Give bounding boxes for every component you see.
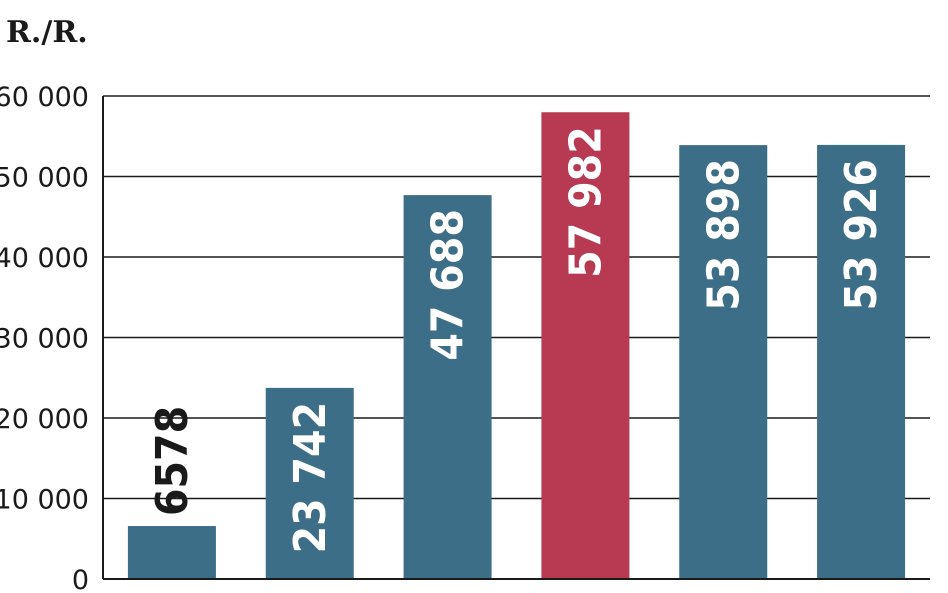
bar-value-label: 47 688 [423,209,474,361]
bar-value-label: 53 898 [698,159,749,311]
bar [127,526,216,579]
bar-value-label: 23 742 [285,402,336,554]
bar-value-label: 6578 [147,406,198,516]
bar-value-labels: 6578 23 742 47 688 57 982 53 898 53 926 [147,126,887,553]
bar [265,387,354,579]
y-tick-label: 0 [72,565,89,593]
bar [541,112,630,579]
y-tick-label: 20 000 [0,404,89,435]
y-tick-label: 40 000 [0,243,89,274]
bars [127,112,906,580]
y-tick-label: 10 000 [0,485,89,516]
unit-label: R./R. [6,15,88,50]
y-tick-label: 60 000 [0,82,89,113]
y-axis-ticks: 0 10 000 20 000 30 000 40 000 50 000 60 000 [0,82,89,593]
bar [679,145,768,579]
bar [403,195,492,579]
y-tick-label: 30 000 [0,324,89,355]
bar-value-label: 53 926 [836,159,887,310]
y-tick-label: 50 000 [0,163,89,194]
bar [817,144,906,580]
bar-value-label: 57 982 [560,126,611,278]
gridlines [103,95,930,500]
